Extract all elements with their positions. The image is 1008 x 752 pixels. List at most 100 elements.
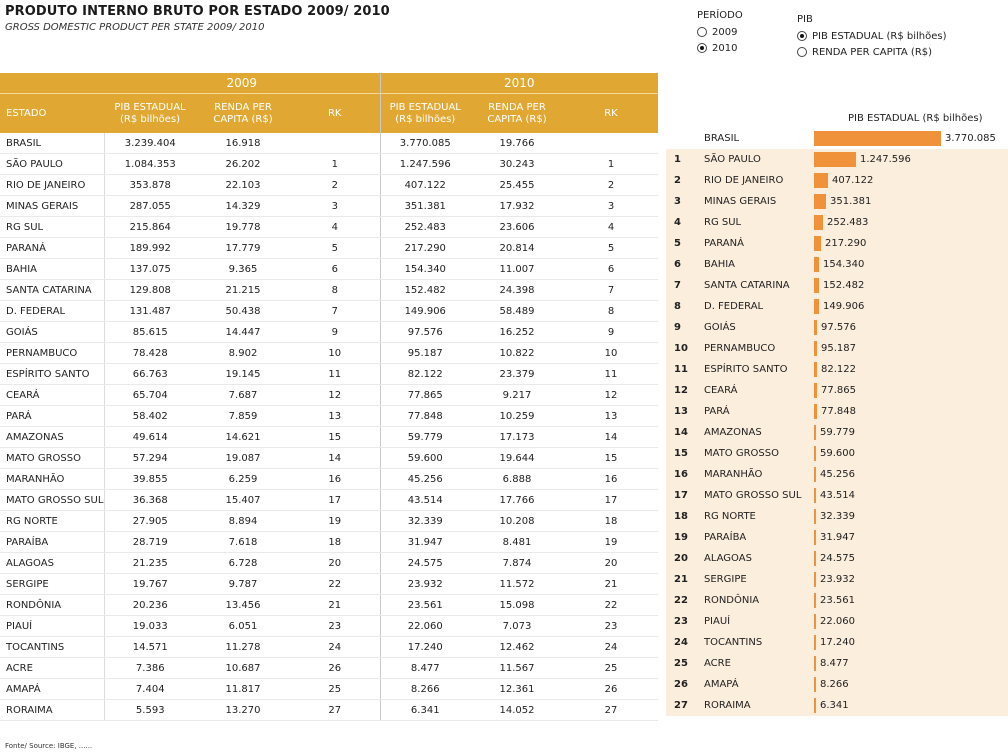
category-label: GOIÁS [704, 322, 736, 333]
category-label: RORAIMA [704, 700, 751, 711]
table-row: RIO DE JANEIRO 353.878 22.103 2 407.122 25.45… [0, 174, 658, 196]
cell-rk-2010: 19 [564, 531, 658, 553]
rank-label: 26 [674, 679, 688, 690]
cell-pib-2010: 59.779 [380, 426, 470, 448]
bar[interactable] [814, 488, 816, 503]
chart-row: 21 SERGIPE 23.932 [666, 569, 1008, 590]
value-label: 8.266 [820, 679, 849, 690]
rank-label: 16 [674, 469, 688, 480]
bar[interactable] [814, 698, 816, 713]
radio-selected-icon[interactable] [797, 31, 807, 41]
bar[interactable] [814, 173, 828, 188]
cell-renda-2010: 10.259 [470, 405, 564, 427]
cell-pib-2009: 137.075 [104, 258, 196, 280]
pib-option-estadual[interactable]: PIB ESTADUAL (R$ bilhões) [797, 28, 946, 44]
period-option-2010[interactable]: 2010 [697, 40, 743, 56]
cell-rk-2009: 15 [290, 426, 381, 448]
bar[interactable] [814, 404, 817, 419]
rank-label: 5 [674, 238, 681, 249]
cell-renda-2010: 12.462 [470, 636, 564, 658]
col-renda-2010: RENDA PER CAPITA (R$) [470, 93, 564, 133]
bar[interactable] [814, 152, 856, 167]
pib-option-renda[interactable]: RENDA PER CAPITA (R$) [797, 44, 946, 60]
bar[interactable] [814, 614, 816, 629]
bar[interactable] [814, 278, 819, 293]
bar[interactable] [814, 131, 941, 146]
table-row: MARANHÃO 39.855 6.259 16 45.256 6.888 16 [0, 468, 658, 490]
cell-rk-2010: 13 [564, 405, 658, 427]
table-row: SÃO PAULO 1.084.353 26.202 1 1.247.596 30.243… [0, 153, 658, 175]
cell-renda-2009: 15.407 [196, 489, 290, 511]
bar[interactable] [814, 299, 819, 314]
value-label: 43.514 [820, 490, 855, 501]
cell-renda-2010: 11.007 [470, 258, 564, 280]
table-row: MATO GROSSO 57.294 19.087 14 59.600 19.644 15 [0, 447, 658, 469]
chart-row: 23 PIAUÍ 22.060 [666, 611, 1008, 632]
cell-rk-2009: 20 [290, 552, 381, 574]
bar[interactable] [814, 635, 816, 650]
cell-pib-2010: 23.932 [380, 573, 470, 595]
cell-pib-2009: 65.704 [104, 384, 196, 406]
cell-estado: MATO GROSSO SUL [0, 489, 105, 511]
bar[interactable] [814, 362, 817, 377]
bar[interactable] [814, 467, 816, 482]
cell-rk-2009: 18 [290, 531, 381, 553]
cell-estado: RORAIMA [0, 699, 105, 721]
bar[interactable] [814, 572, 816, 587]
cell-pib-2009: 287.055 [104, 195, 196, 217]
table-row: AMAPÁ 7.404 11.817 25 8.266 12.361 26 [0, 678, 658, 700]
cell-renda-2010: 17.932 [470, 195, 564, 217]
bar[interactable] [814, 320, 817, 335]
radio-selected-icon[interactable] [697, 43, 707, 53]
bar[interactable] [814, 425, 816, 440]
bar[interactable] [814, 194, 826, 209]
bar[interactable] [814, 551, 816, 566]
bar[interactable] [814, 236, 821, 251]
value-label: 22.060 [820, 616, 855, 627]
bar[interactable] [814, 593, 816, 608]
value-label: 217.290 [825, 238, 867, 249]
category-label: SANTA CATARINA [704, 280, 790, 291]
bar[interactable] [814, 530, 816, 545]
cell-renda-2009: 13.270 [196, 699, 290, 721]
gdp-table: 2009 2010 ESTADO PIB ESTADUAL (R$ bilhõe… [0, 73, 658, 721]
bar[interactable] [814, 257, 819, 272]
chart-row: BRASIL 3.770.085 [666, 128, 1008, 149]
bar[interactable] [814, 677, 816, 692]
cell-renda-2010: 23.379 [470, 363, 564, 385]
bar[interactable] [814, 383, 817, 398]
cell-pib-2010: 24.575 [380, 552, 470, 574]
cell-rk-2010: 24 [564, 636, 658, 658]
cell-pib-2009: 5.593 [104, 699, 196, 721]
cell-renda-2009: 7.687 [196, 384, 290, 406]
cell-pib-2009: 1.084.353 [104, 153, 196, 175]
cell-estado: ALAGOAS [0, 552, 105, 574]
ranking-bar-chart: BRASIL 3.770.085 1 SÃO PAULO 1.247.596 2 RIO D… [666, 128, 1008, 716]
radio-icon[interactable] [697, 27, 707, 37]
bar[interactable] [814, 656, 816, 671]
rank-label: 1 [674, 154, 681, 165]
cell-pib-2009: 49.614 [104, 426, 196, 448]
category-label: RG NORTE [704, 511, 756, 522]
table-row: MATO GROSSO SUL 36.368 15.407 17 43.514 17.76… [0, 489, 658, 511]
period-option-2009[interactable]: 2009 [697, 24, 743, 40]
rank-label: 9 [674, 322, 681, 333]
bar[interactable] [814, 509, 816, 524]
cell-estado: MATO GROSSO [0, 447, 105, 469]
cell-renda-2010: 30.243 [470, 153, 564, 175]
bar[interactable] [814, 341, 817, 356]
cell-pib-2010: 252.483 [380, 216, 470, 238]
bar[interactable] [814, 446, 816, 461]
cell-renda-2010: 11.572 [470, 573, 564, 595]
cell-estado: ESPÍRITO SANTO [0, 363, 105, 385]
radio-icon[interactable] [797, 47, 807, 57]
bar[interactable] [814, 215, 823, 230]
category-label: BAHIA [704, 259, 736, 270]
category-label: PARANÁ [704, 238, 744, 249]
cell-pib-2009: 20.236 [104, 594, 196, 616]
cell-pib-2010: 22.060 [380, 615, 470, 637]
category-label: PERNAMBUCO [704, 343, 776, 354]
cell-rk-2010: 10 [564, 342, 658, 364]
chart-row: 6 BAHIA 154.340 [666, 254, 1008, 275]
cell-estado: CEARÁ [0, 384, 105, 406]
